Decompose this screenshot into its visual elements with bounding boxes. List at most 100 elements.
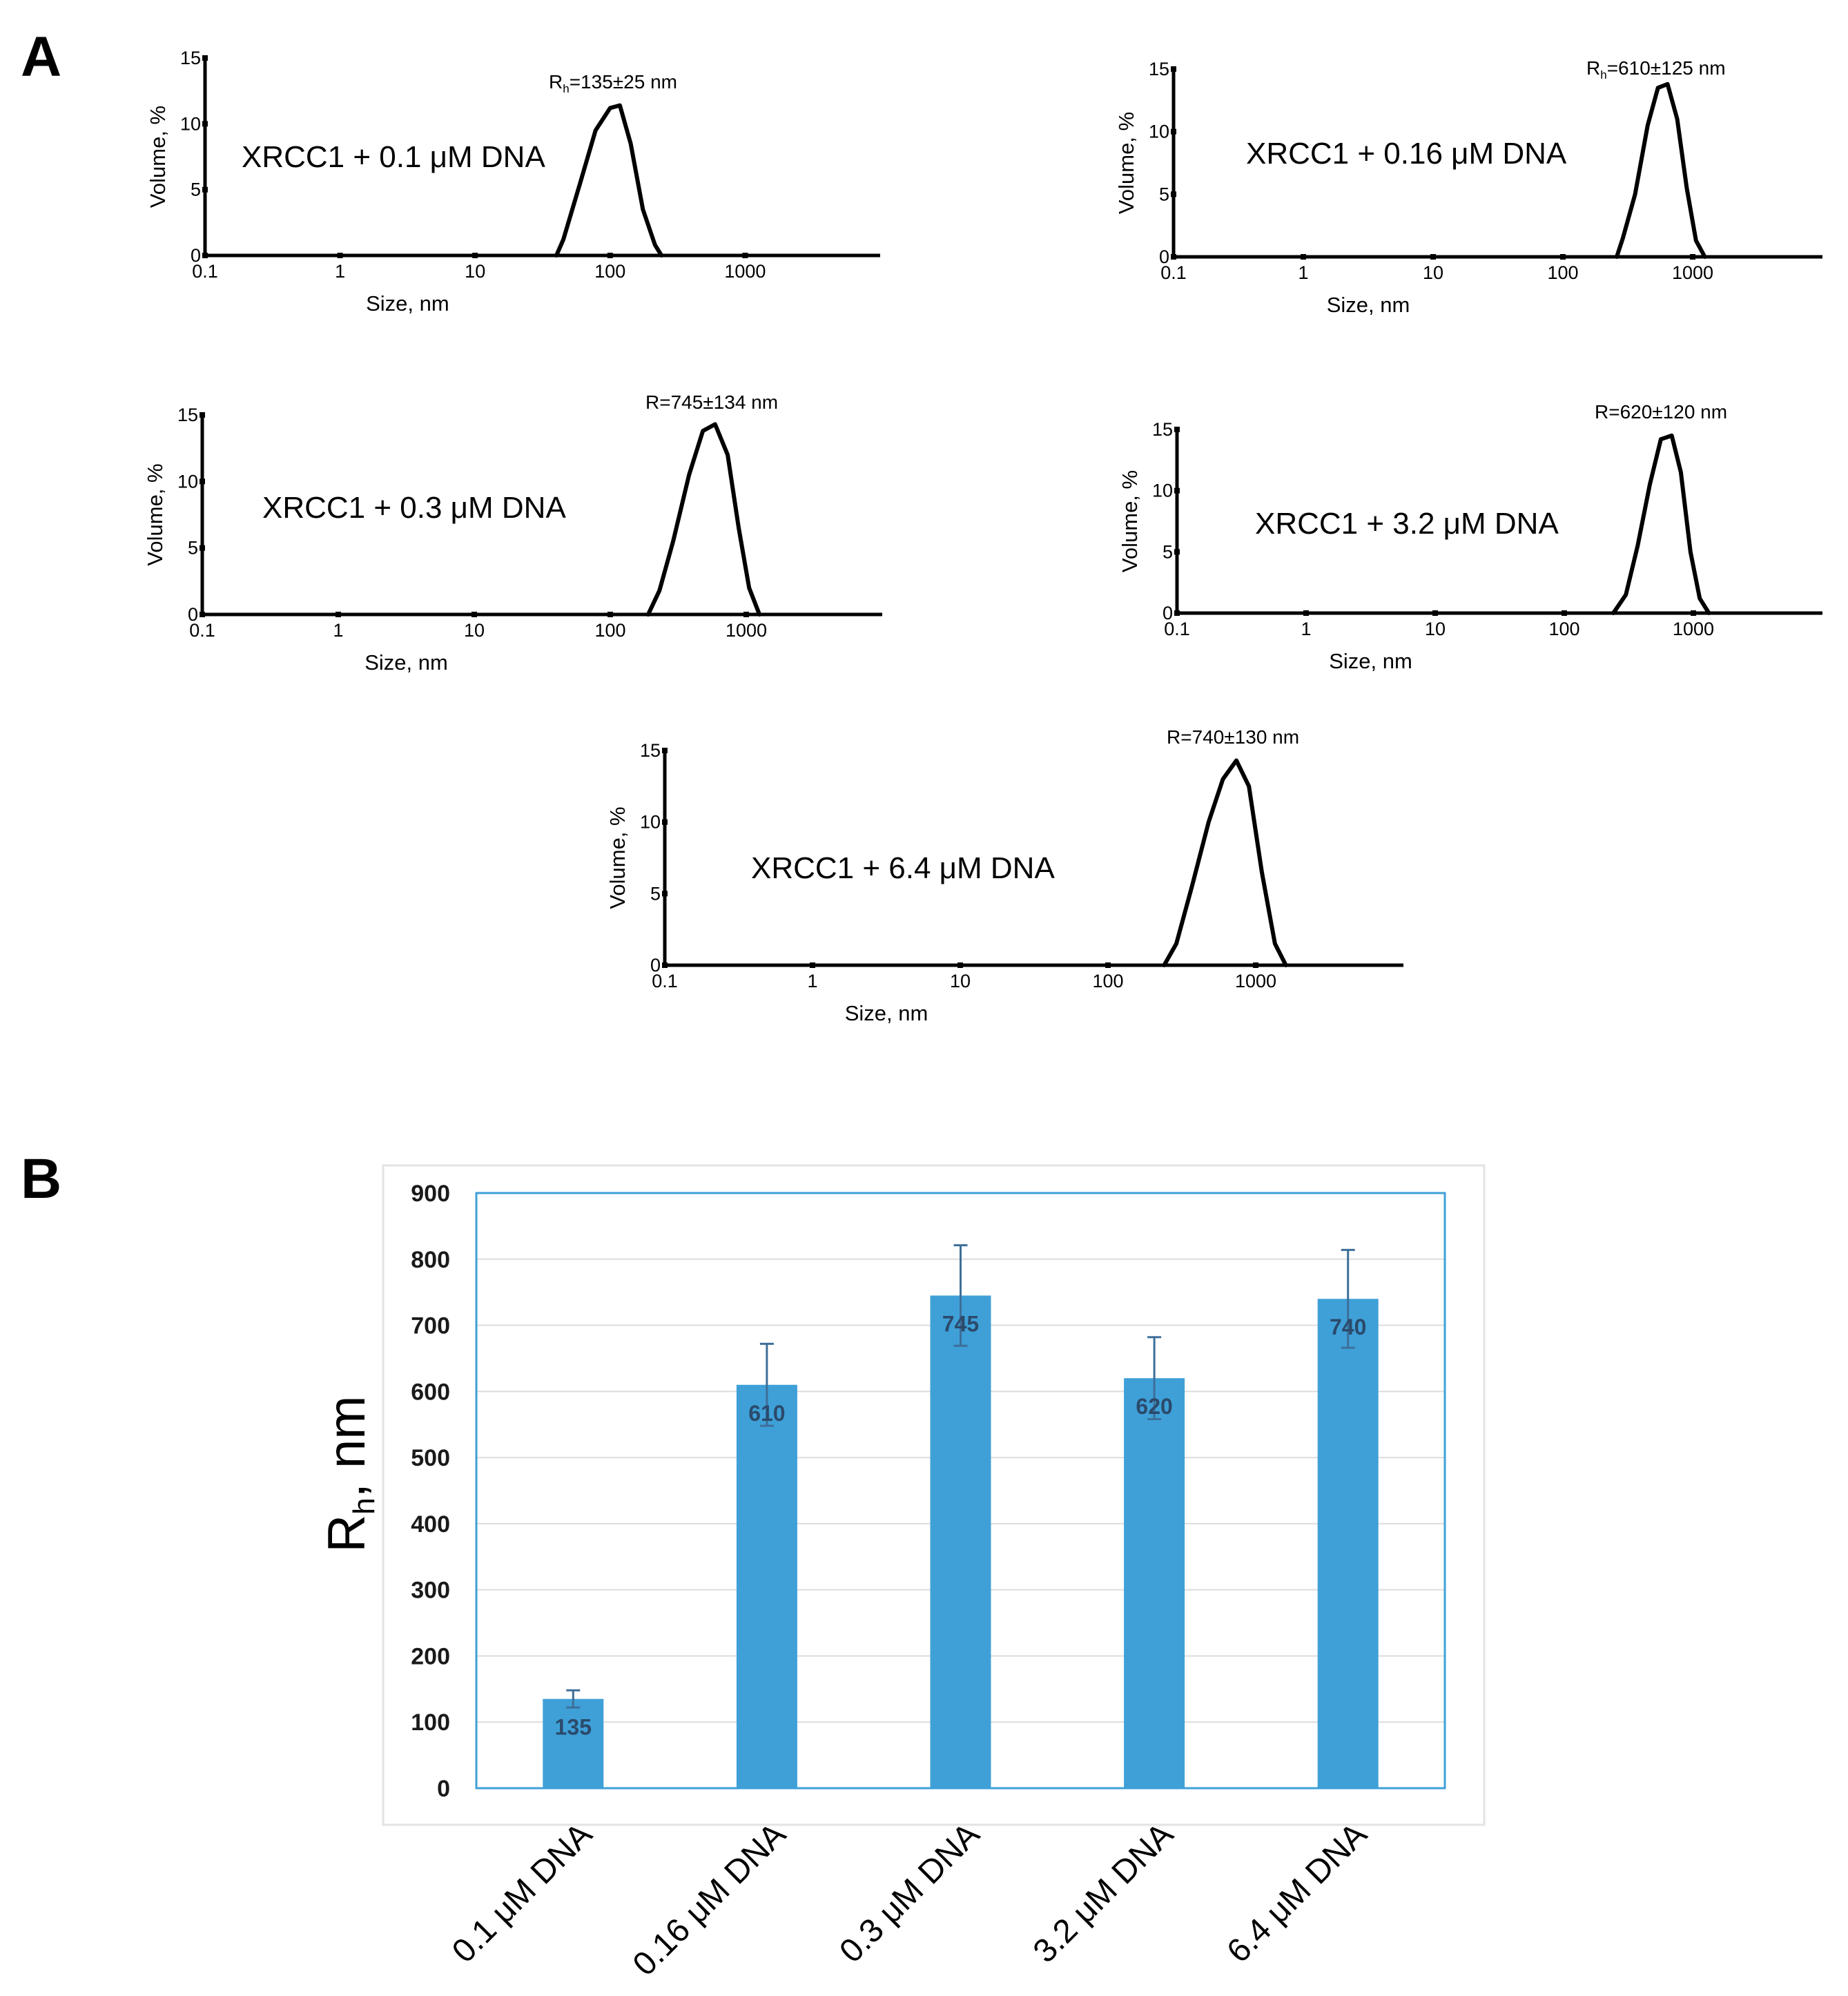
chart-title: XRCC1 + 0.16 μM DNA xyxy=(1246,137,1567,171)
x-tick-label: 1 xyxy=(333,620,343,641)
y-tick-label: 15 xyxy=(1149,59,1169,79)
y-tick-label: 900 xyxy=(411,1181,450,1207)
x-tick-mark xyxy=(1691,610,1696,616)
x-tick-mark xyxy=(607,253,613,258)
annotation-symbol: R xyxy=(1167,726,1180,748)
bar-value-label: 135 xyxy=(555,1715,592,1740)
y-axis-title-unit: , nm xyxy=(318,1395,376,1498)
x-tick-mark xyxy=(471,612,477,617)
x-tick-mark xyxy=(335,612,341,617)
x-tick-label: 100 xyxy=(594,620,625,641)
annotation-value: =610±125 nm xyxy=(1607,57,1726,79)
x-tick-label: 1 xyxy=(335,261,345,282)
y-tick-label: 300 xyxy=(411,1578,450,1604)
peak-annotation: Rh=610±125 nm xyxy=(1586,57,1726,81)
x-tick-mark xyxy=(1303,610,1309,616)
y-tick-label: 200 xyxy=(411,1643,450,1669)
y-tick-label: 10 xyxy=(1149,122,1169,142)
y-tick-label: 10 xyxy=(177,471,198,492)
y-tick-mark xyxy=(202,121,208,127)
y-tick-label: 5 xyxy=(188,538,198,559)
x-tick-mark xyxy=(1253,962,1258,968)
x-tick-mark xyxy=(1562,610,1567,616)
x-tick-label: 0.1 xyxy=(1160,262,1187,283)
y-tick-label: 0 xyxy=(188,604,198,625)
y-tick-label: 0 xyxy=(650,955,661,976)
bar-value-label: 745 xyxy=(942,1311,979,1336)
x-tick-label: 10 xyxy=(950,971,971,991)
x-tick-mark xyxy=(1430,254,1436,260)
y-tick-label: 15 xyxy=(177,405,198,425)
y-tick-label: 15 xyxy=(180,48,201,68)
distribution-curve xyxy=(554,103,664,258)
dls-chart-3.2uM: 0.1 1 10 100 1000 0 5 10 15 Size, nm Volume, % XRCC… xyxy=(1118,401,1822,673)
x-tick-mark xyxy=(1560,254,1566,260)
x-tick-label: 1000 xyxy=(1673,619,1714,639)
dls-chart-0.3uM: 0.1 1 10 100 1000 0 5 10 15 Size, nm Volume, % XRCC… xyxy=(143,391,882,675)
y-tick-mark xyxy=(1171,128,1176,135)
y-tick-mark xyxy=(202,55,208,61)
y-axis-title: Volume, % xyxy=(1114,112,1138,214)
x-tick-label: 1 xyxy=(807,971,817,991)
x-tick-label: 10 xyxy=(464,620,485,641)
x-tick-label: 1 xyxy=(1298,262,1308,283)
y-tick-mark xyxy=(662,748,668,753)
annotation-value: =740±130 nm xyxy=(1180,726,1299,748)
annotation-symbol: R xyxy=(645,391,659,413)
y-tick-label: 700 xyxy=(411,1313,450,1339)
x-tick-mark xyxy=(810,962,815,968)
y-tick-mark xyxy=(1174,427,1180,432)
chart-title: XRCC1 + 0.1 μM DNA xyxy=(242,140,545,174)
y-axis-title-subscript: h xyxy=(347,1498,381,1514)
x-tick-mark xyxy=(472,253,478,258)
y-tick-mark xyxy=(1174,487,1180,494)
y-axis-title: Volume, % xyxy=(143,463,167,565)
y-tick-label: 10 xyxy=(640,812,661,833)
annotation-value: =745±134 nm xyxy=(659,391,778,413)
peak-annotation: R=745±134 nm xyxy=(645,391,778,413)
peak-annotation: R=740±130 nm xyxy=(1167,726,1299,748)
x-axis-title: Size, nm xyxy=(845,1001,928,1025)
x-tick-mark xyxy=(1690,254,1695,260)
x-tick-label: 1 xyxy=(1301,619,1311,639)
bar xyxy=(543,1698,604,1788)
annotation-symbol: R xyxy=(1595,401,1608,423)
peak-annotation: Rh=135±25 nm xyxy=(549,71,677,95)
annotation-subscript: h xyxy=(1600,68,1606,81)
y-tick-label: 500 xyxy=(411,1445,450,1471)
x-tick-label: 10 xyxy=(1423,262,1443,283)
y-axis-title-symbol: R xyxy=(318,1515,376,1553)
annotation-symbol: R xyxy=(1586,57,1600,79)
y-tick-mark xyxy=(200,545,205,551)
distribution-curve xyxy=(1162,758,1288,967)
bar-value-label: 610 xyxy=(748,1401,785,1426)
x-tick-mark xyxy=(1432,610,1438,616)
x-tick-label: 0.1 xyxy=(192,261,218,282)
y-tick-mark xyxy=(1171,254,1176,260)
distribution-curve xyxy=(1615,81,1707,259)
peak-annotation: R=620±120 nm xyxy=(1595,401,1727,423)
chart-title: XRCC1 + 6.4 μM DNA xyxy=(751,851,1055,885)
y-tick-mark xyxy=(1174,610,1180,616)
x-tick-label: 1000 xyxy=(1235,971,1276,991)
y-axis-title: Volume, % xyxy=(146,106,170,208)
y-tick-mark xyxy=(662,819,668,825)
y-tick-label: 5 xyxy=(650,883,661,904)
bar xyxy=(1124,1378,1185,1788)
x-tick-label: 100 xyxy=(1547,262,1578,283)
distribution-curve xyxy=(1611,433,1711,615)
annotation-value: =620±120 nm xyxy=(1608,401,1727,423)
x-tick-label: 100 xyxy=(1092,971,1123,991)
y-tick-label: 5 xyxy=(191,180,201,200)
y-tick-label: 15 xyxy=(640,740,661,761)
y-tick-mark xyxy=(202,186,208,193)
y-tick-mark xyxy=(1171,66,1176,72)
x-tick-label: 1000 xyxy=(724,261,766,282)
y-tick-mark xyxy=(662,962,668,968)
dls-chart-6.4uM: 0.1 1 10 100 1000 0 5 10 15 Size, nm Volume, % XRCC… xyxy=(605,726,1403,1025)
y-tick-label: 5 xyxy=(1163,541,1173,562)
x-tick-mark xyxy=(742,253,748,258)
x-axis-title: Size, nm xyxy=(364,650,448,675)
dls-chart-0.1uM: 0.1 1 10 100 1000 0 5 10 15 Size, nm Volume, % XRCC… xyxy=(146,48,880,316)
y-tick-mark xyxy=(202,253,208,258)
